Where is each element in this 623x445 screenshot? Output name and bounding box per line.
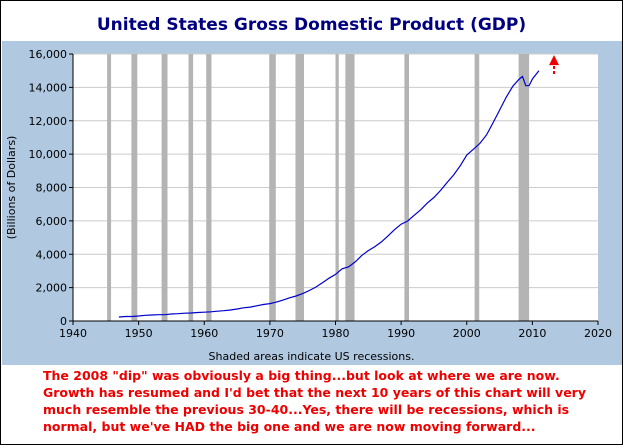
recession-caption: Shaded areas indicate US recessions. <box>208 350 415 363</box>
commentary-line: much resemble the previous 30-40...Yes, … <box>43 402 570 417</box>
x-tick-label: 1970 <box>256 327 284 340</box>
x-tick-label: 2020 <box>584 327 612 340</box>
recession-band <box>131 54 138 321</box>
recession-band <box>345 54 355 321</box>
commentary-text: The 2008 "dip" was obviously a big thing… <box>43 367 618 435</box>
gdp-series-line <box>118 70 540 318</box>
recession-band <box>295 54 304 321</box>
y-axis-title: (Billions of Dollars) <box>5 136 18 240</box>
recession-band <box>335 54 339 321</box>
x-tick-label: 2000 <box>453 327 481 340</box>
recession-band <box>188 54 194 321</box>
y-tick-label: 14,000 <box>29 81 68 94</box>
annotation-arrow-head <box>549 55 560 66</box>
commentary-line: The 2008 "dip" was obviously a big thing… <box>43 368 560 383</box>
x-tick-label: 1940 <box>59 327 87 340</box>
y-tick-label: 16,000 <box>29 48 68 61</box>
y-tick-label: 8,000 <box>36 182 68 195</box>
y-tick-label: 4,000 <box>36 248 68 261</box>
x-tick-label: 1950 <box>125 327 153 340</box>
y-tick-label: 12,000 <box>29 115 68 128</box>
y-tick-label: 6,000 <box>36 215 68 228</box>
y-tick-label: 0 <box>60 315 67 328</box>
x-tick-label: 1990 <box>387 327 415 340</box>
x-tick-label: 1980 <box>322 327 350 340</box>
x-tick-label: 1960 <box>190 327 218 340</box>
recession-band <box>161 54 168 321</box>
recession-band <box>269 54 276 321</box>
y-tick-label: 10,000 <box>29 148 68 161</box>
y-tick-label: 2,000 <box>36 282 68 295</box>
recession-band <box>404 54 409 321</box>
recession-band <box>518 54 530 321</box>
commentary-line: normal, but we've HAD the big one and we… <box>43 419 536 434</box>
commentary-line: Growth has resumed and I'd bet that the … <box>43 385 586 400</box>
chart-title: United States Gross Domestic Product (GD… <box>96 15 527 35</box>
x-tick-label: 2010 <box>518 327 546 340</box>
recession-band <box>107 54 112 321</box>
recession-band <box>474 54 480 321</box>
recession-band <box>206 54 212 321</box>
